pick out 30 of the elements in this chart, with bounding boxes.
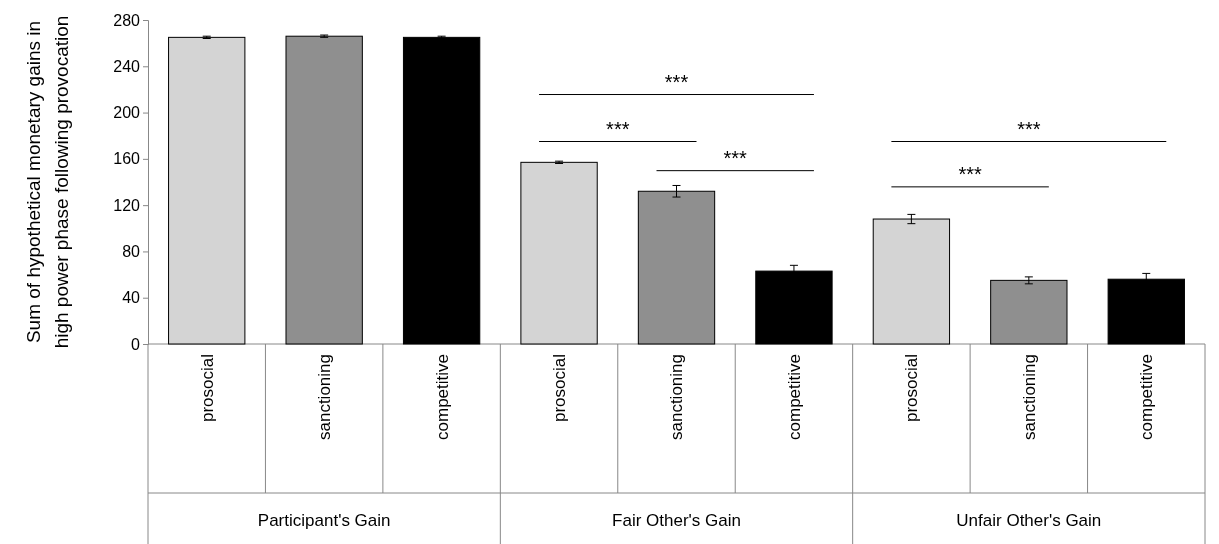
y-axis-title: Sum of hypothetical monetary gains in high power phase following provocation [23, 15, 72, 349]
x-tick-label: competitive [784, 354, 804, 440]
annotation: *** [664, 70, 689, 93]
y-tick-label: 200 [113, 104, 141, 122]
x-tick-label: prosocial [902, 354, 922, 423]
annotation: *** [958, 162, 982, 185]
bar [402, 36, 481, 345]
x-tick-label: sanctioning [667, 354, 687, 441]
x-tick-label: competitive [1137, 354, 1157, 440]
x-tick-label: competitive [432, 354, 452, 440]
bar [872, 218, 951, 345]
x-tick-label: prosocial [550, 354, 570, 423]
annotation: *** [1017, 117, 1041, 140]
text: Fair Other's Gain [612, 511, 741, 530]
y-tick-label: 120 [113, 196, 141, 214]
y-tick-label: 280 [113, 11, 141, 29]
bar [520, 161, 598, 345]
annotation: *** [723, 146, 748, 169]
y-tick-label: 0 [131, 335, 141, 353]
x-tick-label: sanctioning [1019, 354, 1039, 441]
x-tick-label: sanctioning [315, 354, 335, 441]
text: Unfair Other's Gain [956, 511, 1102, 530]
y-tick-label: 240 [113, 57, 141, 75]
annotation: *** [606, 117, 630, 140]
y-tick-label: 40 [122, 289, 141, 307]
bar [168, 36, 246, 345]
text: Participant's Gain [257, 511, 391, 530]
x-tick-label: prosocial [197, 354, 217, 423]
y-tick-label: 80 [122, 243, 141, 261]
y-tick-label: 160 [113, 150, 141, 168]
